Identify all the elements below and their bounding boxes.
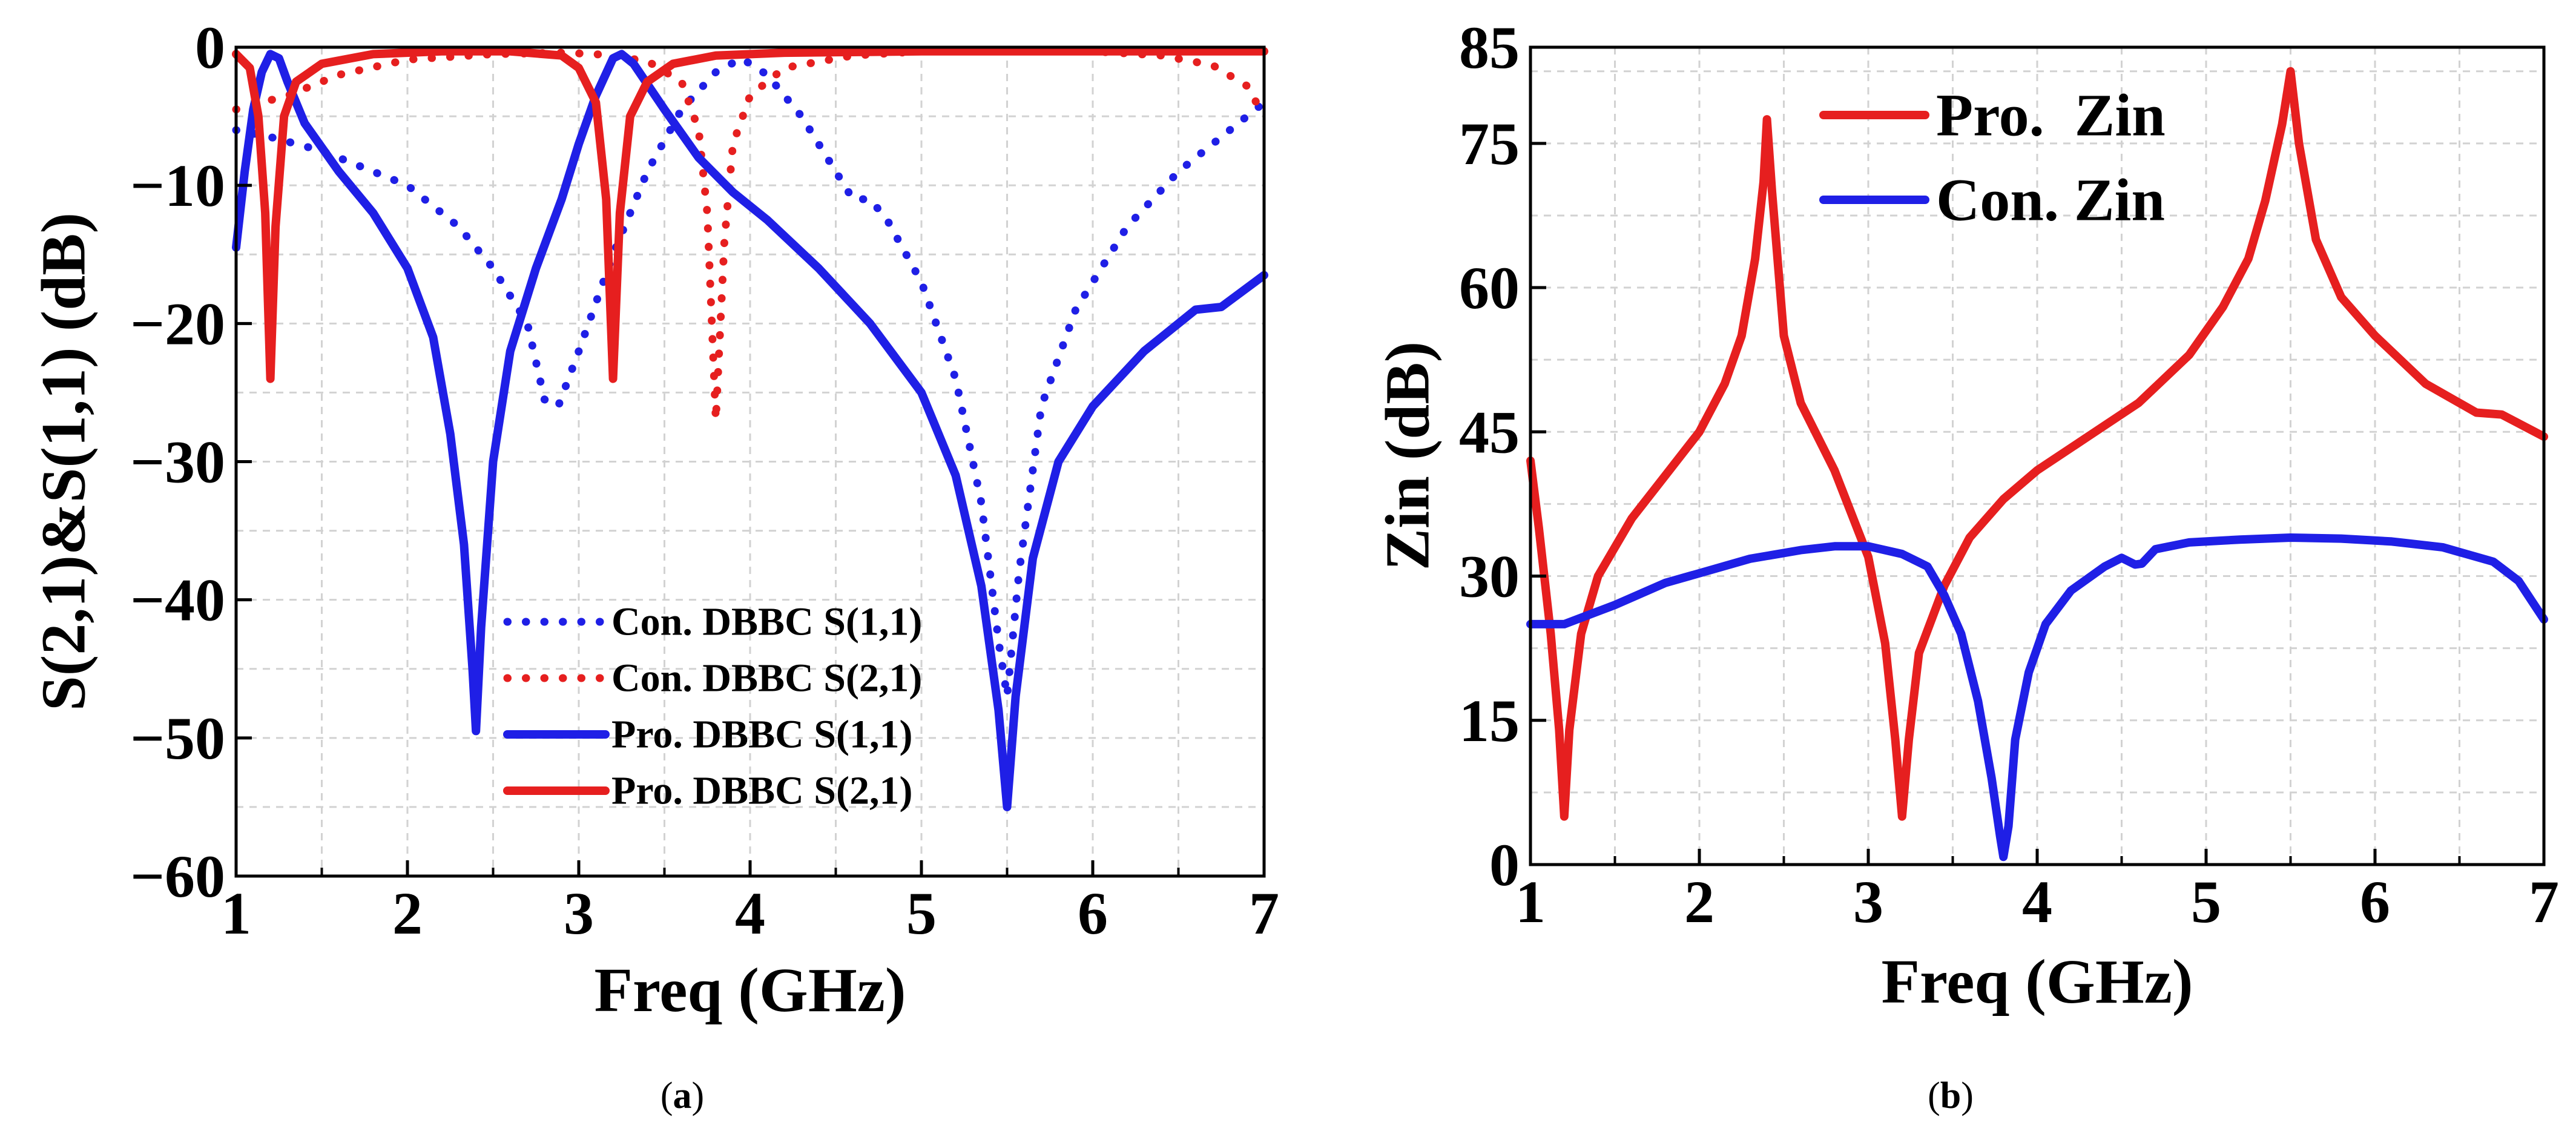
y-tick-label: −60 <box>130 843 225 910</box>
caption-letter: a <box>673 1075 692 1116</box>
legend-label-2: Con. DBBC S(2,1) <box>611 656 922 701</box>
x-tick-label: 6 <box>1078 880 1108 947</box>
caption-paren-close: ) <box>692 1075 705 1116</box>
y-tick-label: 85 <box>1459 14 1520 81</box>
x-tick-label: 4 <box>735 880 765 947</box>
y-tick-label: 0 <box>195 14 225 81</box>
panel-caption: (a) <box>660 1075 704 1116</box>
y-axis-title: S(2,1)&S(1,1) (dB) <box>29 213 99 711</box>
legend-label-1: Con. DBBC S(1,1) <box>611 600 922 644</box>
caption-paren-open: ( <box>660 1075 673 1116</box>
chart-a: 1 2 3 4 5 6 7 0 −10 −20 −30 −40 −50 −60 Freq (GHz) S(2,… <box>29 14 1280 1116</box>
y-tick-label: 75 <box>1459 110 1520 177</box>
y-tick-label: 30 <box>1459 543 1520 610</box>
x-tick-label: 6 <box>2360 868 2390 935</box>
x-tick-label: 3 <box>564 880 594 947</box>
x-tick-label: 7 <box>1249 880 1279 947</box>
x-axis-title: Freq (GHz) <box>1881 947 2193 1017</box>
y-tick-label: −40 <box>130 567 225 634</box>
legend-label-2: Con. Zin <box>1936 166 2165 234</box>
caption-letter: b <box>1940 1075 1961 1116</box>
x-tick-label: 2 <box>1684 868 1715 935</box>
y-tick-label: 45 <box>1459 398 1520 466</box>
y-tick-label: 60 <box>1459 254 1520 321</box>
x-tick-label: 4 <box>2022 868 2052 935</box>
x-axis-title: Freq (GHz) <box>594 955 906 1025</box>
x-tick-label: 5 <box>906 880 937 947</box>
x-tick-label: 1 <box>1515 868 1546 935</box>
caption-paren-close: ) <box>1961 1075 1974 1116</box>
series-line-4 <box>232 47 1268 383</box>
panel-caption: (b) <box>1928 1075 1974 1116</box>
y-tick-label: 15 <box>1459 687 1520 754</box>
series-line-1 <box>1526 67 2548 821</box>
legend-label-4: Pro. DBBC S(2,1) <box>611 769 912 813</box>
x-tick-label: 5 <box>2191 868 2221 935</box>
legend-label-1: Pro. Zin <box>1936 82 2166 149</box>
caption-paren-open: ( <box>1928 1075 1940 1116</box>
y-tick-label: −20 <box>130 290 225 357</box>
x-tick-label: 2 <box>392 880 423 947</box>
legend-label-3: Pro. DBBC S(1,1) <box>611 713 912 757</box>
series-line-2 <box>1526 533 2548 862</box>
x-tick-label: 3 <box>1853 868 1883 935</box>
y-tick-label: −10 <box>130 152 225 219</box>
y-tick-label: −50 <box>130 705 225 772</box>
x-tick-label: 1 <box>221 880 251 947</box>
x-tick-label: 7 <box>2529 868 2559 935</box>
y-tick-label: −30 <box>130 429 225 496</box>
y-tick-label: 0 <box>1489 831 1520 898</box>
series-line-1 <box>232 54 1268 701</box>
y-axis-title: Zin (dB) <box>1373 341 1443 571</box>
